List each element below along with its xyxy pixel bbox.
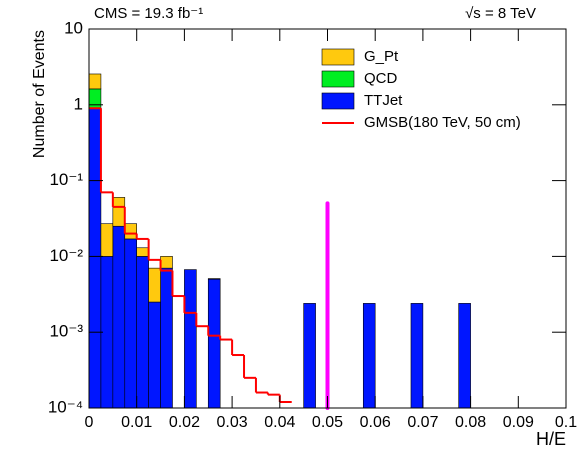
legend-label: TTJet	[364, 92, 403, 109]
histogram-bar	[148, 267, 161, 303]
histogram-bar	[148, 301, 161, 409]
histogram-bar	[124, 223, 138, 240]
header-left: CMS = 19.3 fb⁻¹	[94, 5, 203, 22]
y-tick-label: 10	[64, 18, 83, 37]
histogram-bar	[136, 256, 149, 409]
x-tick-label: 0.01	[121, 414, 152, 431]
histogram-bar	[124, 238, 138, 409]
histogram-bar	[458, 303, 471, 409]
histogram-bar	[362, 303, 376, 409]
x-tick-label: 0.1	[555, 414, 577, 431]
y-tick-label: 10⁻¹	[49, 170, 83, 189]
histogram-bar	[184, 269, 197, 409]
histogram-bar	[160, 256, 173, 269]
y-axis-label: Number of Events	[31, 30, 48, 158]
legend-swatch	[321, 48, 355, 66]
legend-label: G_Pt	[364, 48, 399, 65]
histogram-bar	[207, 278, 221, 409]
y-tick-label: 1	[74, 94, 83, 113]
x-tick-label: 0	[85, 414, 94, 431]
x-tick-label: 0.04	[264, 414, 295, 431]
y-tick-label: 10⁻⁴	[48, 397, 83, 416]
legend-label: GMSB(180 TeV, 50 cm)	[364, 114, 521, 131]
histogram-bar	[160, 267, 173, 409]
header-right: √s = 8 TeV	[465, 5, 536, 22]
legend-swatch	[321, 92, 355, 110]
histogram-bar	[303, 303, 316, 409]
legend-label: QCD	[364, 70, 398, 87]
histogram-bar	[136, 247, 149, 257]
x-axis-label: H/E	[536, 429, 566, 449]
histogram-bar	[207, 278, 221, 280]
histogram-bar	[112, 225, 126, 409]
x-tick-label: 0.06	[360, 414, 391, 431]
histogram-bar	[88, 88, 102, 109]
histogram-bar	[88, 107, 102, 409]
x-tick-label: 0.09	[503, 414, 534, 431]
histogram-bar	[88, 73, 102, 90]
y-tick-label: 10⁻³	[49, 322, 83, 341]
x-tick-label: 0.08	[455, 414, 486, 431]
x-tick-label: 0.07	[407, 414, 438, 431]
histogram-bar	[112, 197, 126, 227]
legend-swatch	[321, 70, 355, 88]
x-tick-label: 0.03	[217, 414, 248, 431]
x-tick-label: 0.02	[169, 414, 200, 431]
x-tick-label: 0.05	[312, 414, 343, 431]
histogram-bar	[410, 303, 424, 409]
histogram-bar	[100, 223, 114, 257]
y-tick-label: 10⁻²	[49, 246, 83, 265]
